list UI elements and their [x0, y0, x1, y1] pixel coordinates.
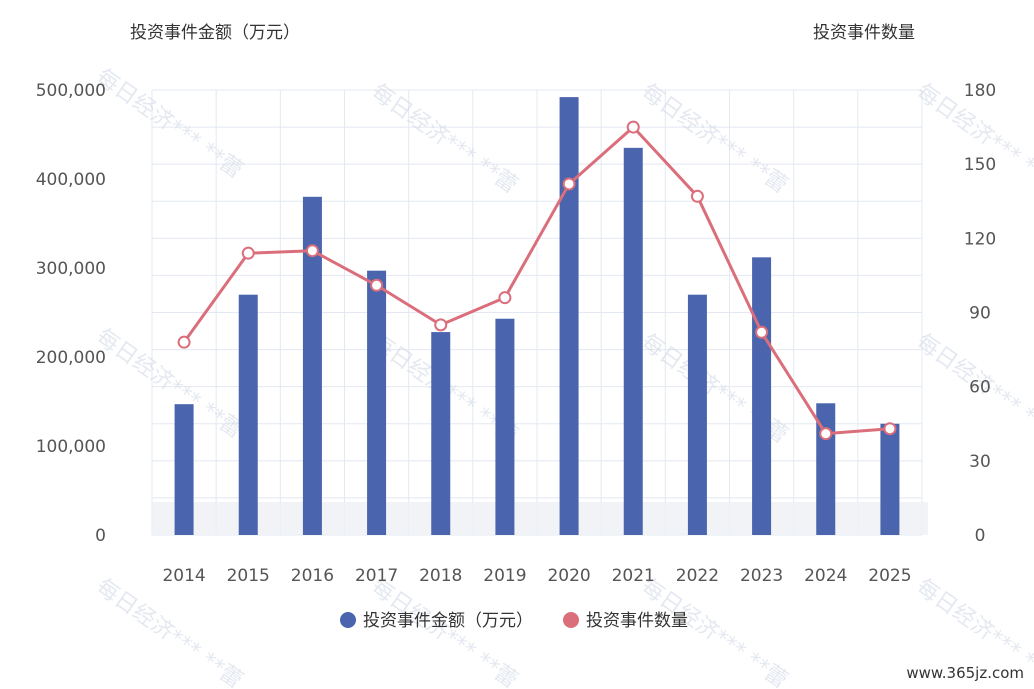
x-tick-label: 2025 — [868, 566, 911, 586]
right-tick-label: 150 — [964, 155, 996, 175]
line-point-2017[interactable] — [370, 278, 384, 292]
watermark-text: 每日经济*** **蕾 — [92, 324, 247, 443]
line-path — [182, 125, 891, 436]
bar-series — [174, 97, 900, 536]
right-tick-label: 120 — [964, 229, 996, 249]
x-tick-label: 2019 — [483, 566, 526, 586]
right-tick-label: 60 — [969, 378, 991, 398]
left-tick-label: 400,000 — [36, 170, 106, 190]
left-axis-ticks: 500,000 400,000 300,000 200,000 100,000 0 — [36, 81, 106, 546]
watermark-text: 每日经济*** **蕾 — [637, 79, 792, 198]
grid — [151, 89, 928, 536]
line-point-2024[interactable] — [819, 427, 833, 441]
line-point-2023[interactable] — [755, 325, 769, 339]
bar-2019[interactable] — [495, 318, 515, 535]
left-tick-label: 100,000 — [36, 437, 106, 457]
watermark-text: 每日经济*** **蕾 — [367, 79, 522, 198]
bar-2023[interactable] — [752, 257, 772, 535]
legend-line-marker — [563, 612, 579, 628]
right-axis-ticks: 180 150 120 90 60 30 0 — [964, 81, 996, 546]
watermark-text: 每日经济*** **蕾 — [367, 574, 522, 689]
bar-2015[interactable] — [238, 294, 258, 535]
right-tick-label: 30 — [969, 452, 991, 472]
watermark-text: 每日经济*** **蕾 — [92, 574, 247, 689]
right-tick-label: 90 — [969, 304, 991, 324]
bar-2020[interactable] — [559, 97, 579, 536]
watermark-text: 每日经济*** **蕾 — [92, 64, 247, 183]
bar-2025[interactable] — [880, 423, 900, 535]
bar-2021[interactable] — [623, 147, 643, 535]
left-axis-title: 投资事件金额（万元） — [130, 23, 300, 43]
line-point-2014[interactable] — [177, 335, 191, 349]
x-tick-label: 2014 — [162, 566, 205, 586]
line-point-2021[interactable] — [626, 120, 640, 134]
site-label: www.365jz.com — [906, 664, 1024, 682]
right-tick-label: 0 — [975, 526, 986, 546]
x-tick-label: 2022 — [676, 566, 719, 586]
x-axis-ticks: 2014 2015 2016 2017 2018 2019 2020 2021 2022 2023… — [162, 566, 911, 586]
legend-bar-marker — [340, 612, 356, 628]
line-point-2022[interactable] — [690, 189, 704, 203]
right-axis-title: 投资事件数量 — [813, 23, 915, 43]
left-tick-label: 300,000 — [36, 259, 106, 279]
line-point-2019[interactable] — [498, 291, 512, 305]
legend: 投资事件金额（万元） 投资事件数量 — [340, 611, 688, 631]
line-point-2025[interactable] — [883, 422, 897, 436]
legend-line-label[interactable]: 投资事件数量 — [586, 611, 688, 631]
bar-2022[interactable] — [687, 294, 707, 535]
line-series — [177, 120, 897, 441]
legend-bar-label[interactable]: 投资事件金额（万元） — [363, 611, 533, 631]
baseline-band — [152, 502, 928, 535]
x-tick-label: 2015 — [227, 566, 270, 586]
watermark-text: 每日经济*** **蕾 — [637, 574, 792, 689]
left-tick-label: 500,000 — [36, 81, 106, 101]
x-tick-label: 2017 — [355, 566, 398, 586]
bar-2016[interactable] — [302, 196, 322, 536]
x-tick-label: 2016 — [291, 566, 334, 586]
line-point-2020[interactable] — [562, 177, 576, 191]
bar-2017[interactable] — [367, 270, 387, 535]
x-tick-label: 2023 — [740, 566, 783, 586]
line-point-2016[interactable] — [305, 244, 319, 258]
x-tick-label: 2024 — [804, 566, 847, 586]
x-tick-label: 2020 — [547, 566, 590, 586]
x-tick-label: 2018 — [419, 566, 462, 586]
line-point-2018[interactable] — [434, 318, 448, 332]
right-tick-label: 180 — [964, 81, 996, 101]
left-tick-label: 0 — [95, 526, 106, 546]
line-point-2015[interactable] — [241, 246, 255, 260]
left-tick-label: 200,000 — [36, 348, 106, 368]
bar-2018[interactable] — [431, 332, 451, 535]
bar-2014[interactable] — [174, 404, 194, 535]
x-tick-label: 2021 — [612, 566, 655, 586]
